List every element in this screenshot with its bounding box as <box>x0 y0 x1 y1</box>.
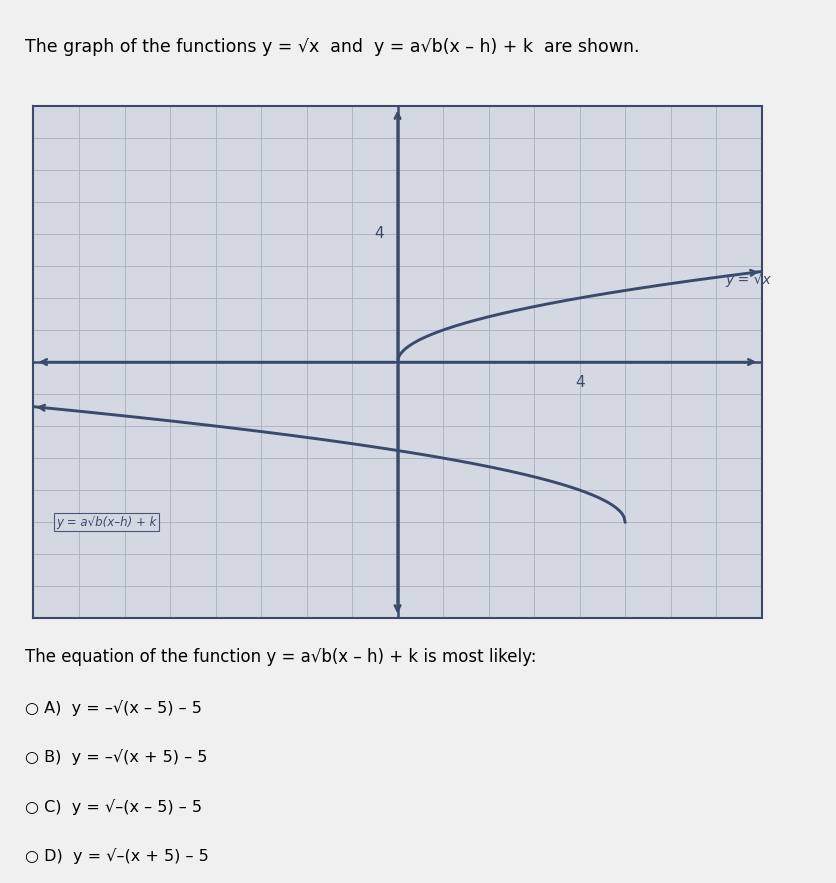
Text: y = √x: y = √x <box>724 272 770 287</box>
Text: ○ D)  y = √–(x + 5) – 5: ○ D) y = √–(x + 5) – 5 <box>25 849 208 864</box>
Text: y = a√b(x–h) + k: y = a√b(x–h) + k <box>56 516 156 529</box>
Text: The graph of the functions y = √x  and  y = a√b(x – h) + k  are shown.: The graph of the functions y = √x and y … <box>25 37 639 56</box>
Text: The equation of the function y = a√b(x – h) + k is most likely:: The equation of the function y = a√b(x –… <box>25 648 536 666</box>
Text: 4: 4 <box>374 227 384 241</box>
Text: ○ A)  y = –√(x – 5) – 5: ○ A) y = –√(x – 5) – 5 <box>25 700 201 716</box>
Text: 4: 4 <box>574 374 584 389</box>
Text: ○ C)  y = √–(x – 5) – 5: ○ C) y = √–(x – 5) – 5 <box>25 799 201 815</box>
Text: ○ B)  y = –√(x + 5) – 5: ○ B) y = –√(x + 5) – 5 <box>25 750 206 766</box>
